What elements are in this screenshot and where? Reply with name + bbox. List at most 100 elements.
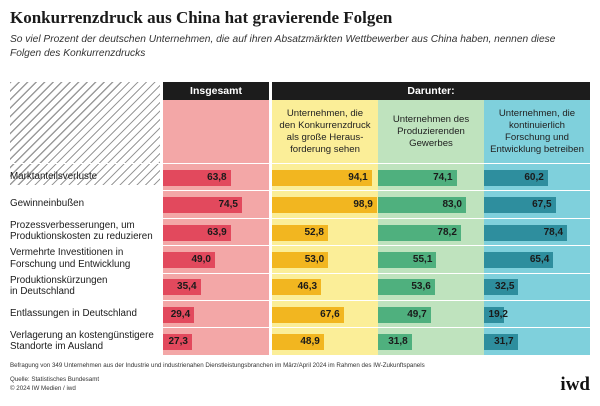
- chart-subtitle: So viel Prozent der deutschen Unternehme…: [10, 34, 556, 59]
- row-label: Entlassungen in Deutschland: [10, 300, 160, 327]
- data-bar: [163, 169, 231, 186]
- data-label: 29,4: [170, 308, 191, 320]
- data-label: 32,5: [494, 281, 515, 293]
- column-header-2: Unternehmen, die den Konkurrenzdruck als g…: [272, 100, 378, 163]
- data-label: 55,1: [412, 253, 433, 265]
- footnote: Befragung von 349 Unternehmen aus der In…: [10, 362, 425, 369]
- data-label: 67,5: [532, 199, 552, 211]
- column-header-line: kontinuierlich: [509, 119, 565, 131]
- row-label: Produktionskürzungen in Deutschland: [10, 273, 160, 300]
- data-label: 53,0: [304, 253, 325, 265]
- data-bar: [484, 306, 505, 323]
- row-label: Gewinneinbußen: [10, 190, 160, 217]
- column-header-line: den Konkurrenzdruck: [279, 119, 371, 131]
- row-label-line: Prozessverbesserungen, um: [10, 219, 135, 231]
- data-label: 27,3: [168, 336, 188, 348]
- data-bar: [378, 224, 461, 241]
- row-label: Vermehrte Investitionen in Forschung und …: [10, 245, 160, 272]
- row-label: Marktanteilsverluste: [10, 163, 160, 190]
- data-label: 49,7: [407, 308, 427, 320]
- data-label: 78,4: [543, 226, 564, 238]
- row-label-line: Forschung und Entwicklung: [10, 258, 131, 270]
- data-bar: [272, 306, 344, 323]
- data-bar: [272, 224, 328, 241]
- data-label: 94,1: [348, 171, 368, 183]
- row-label-line: Standorte im Ausland: [10, 341, 104, 353]
- row-divider: [10, 272, 590, 274]
- column-header-3: Unternehmen des Produzierenden Gewerbes: [378, 100, 484, 163]
- data-label: 49,0: [191, 253, 211, 265]
- data-bar: [272, 334, 324, 351]
- row-label: Prozessverbesserungen, um Produktionskost…: [10, 218, 160, 245]
- source-note: Quelle: Statistisches Bundesamt: [10, 376, 100, 383]
- row-label-line: Produktionskürzungen: [10, 274, 108, 286]
- data-bar: [163, 334, 192, 351]
- row-label: Verlagerung an kostengünstigere Standorte…: [10, 327, 160, 354]
- row-divider: [10, 300, 590, 301]
- column-header-line: Forschung und: [505, 131, 569, 143]
- data-label: 65,4: [529, 253, 550, 265]
- row-label-line: Marktanteilsverluste: [10, 170, 98, 182]
- row-divider: [10, 217, 590, 219]
- header-darunter: Darunter:: [272, 82, 590, 100]
- hatched-corner: [10, 82, 160, 185]
- data-bar: [484, 334, 518, 351]
- data-bar: [378, 334, 412, 351]
- data-label: 53,6: [411, 281, 431, 293]
- data-bar: [272, 279, 322, 296]
- data-bar: [272, 197, 377, 214]
- data-bar: [272, 251, 329, 268]
- data-bar: [378, 169, 457, 186]
- column-header-line: Unternehmen, die: [498, 107, 576, 119]
- header-insgesamt: Insgesamt: [163, 82, 269, 100]
- column-header-4: Unternehmen, die kontinuierlich Forschung …: [484, 100, 590, 163]
- data-bar: [484, 251, 554, 268]
- data-label: 35,4: [177, 281, 197, 293]
- data-bar: [378, 251, 437, 268]
- data-label: 46,3: [297, 281, 318, 293]
- row-label-line: Verlagerung an kostengünstigere: [10, 329, 154, 341]
- data-label: 98,9: [353, 199, 373, 211]
- data-bar: [163, 224, 231, 241]
- column-header-line: Unternehmen des: [392, 113, 470, 125]
- data-label: 19,2: [488, 308, 508, 320]
- data-label: 63,8: [207, 171, 227, 183]
- data-bar: [378, 306, 431, 323]
- data-bar: [484, 197, 556, 214]
- row-label-line: Gewinneinbußen: [10, 198, 85, 210]
- data-label: 74,5: [218, 199, 238, 211]
- row-label-line: Vermehrte Investitionen in: [10, 247, 124, 259]
- data-label: 31,8: [388, 336, 408, 348]
- column-header-line: forderung sehen: [290, 143, 360, 155]
- chart-title: Konkurrenzdruck aus China hat gravierend…: [10, 8, 393, 27]
- data-bar: [163, 251, 215, 268]
- data-label: 48,9: [300, 336, 320, 348]
- data-bar: [378, 197, 466, 214]
- iwd-logo: iwd: [560, 374, 590, 395]
- data-label: 78,2: [437, 226, 457, 238]
- data-bar: [484, 279, 519, 296]
- row-divider: [10, 190, 590, 192]
- data-label: 60,2: [524, 171, 544, 183]
- data-bar: [163, 306, 195, 323]
- data-bar: [378, 279, 435, 296]
- data-label: 52,8: [304, 226, 324, 238]
- data-bar: [484, 169, 548, 186]
- row-label-line: Entlassungen in Deutschland: [10, 307, 137, 319]
- data-bar: [163, 197, 242, 214]
- data-bar: [163, 279, 201, 296]
- data-label: 83,0: [442, 199, 462, 211]
- row-label-line: Produktionskosten zu reduzieren: [10, 231, 153, 243]
- data-label: 31,7: [494, 336, 514, 348]
- row-divider: [10, 163, 590, 164]
- column-header-line: Produzierenden: [397, 125, 465, 137]
- copyright-note: © 2024 IW Medien / iwd: [10, 385, 76, 392]
- data-label: 74,1: [433, 171, 453, 183]
- column-header-line: als große Heraus-: [286, 131, 364, 143]
- column-header-line: Gewerbes: [409, 137, 453, 149]
- column-header-line: Entwicklung betreiben: [490, 143, 584, 155]
- row-divider: [10, 327, 590, 329]
- data-bar: [484, 224, 568, 241]
- data-bar: [272, 169, 372, 186]
- data-label: 63,9: [207, 226, 227, 238]
